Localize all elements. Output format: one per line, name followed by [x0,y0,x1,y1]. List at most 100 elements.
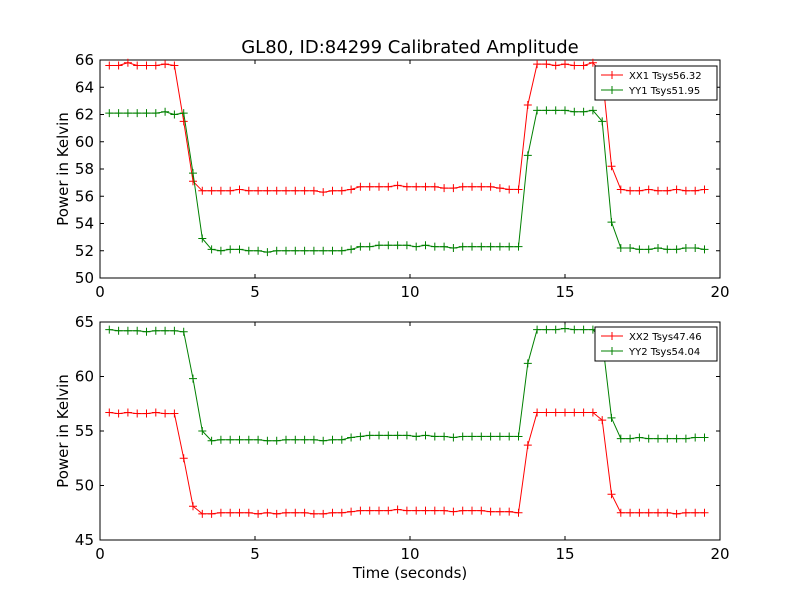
data-point [598,117,607,126]
data-point [263,186,272,195]
data-point [579,107,588,116]
data-point [189,177,197,186]
data-point [681,508,690,517]
data-point [616,508,625,517]
data-point [644,245,653,254]
y-tick-label: 54 [75,215,94,233]
data-point [607,162,616,171]
data-point [672,509,681,518]
x-tick-label: 0 [95,283,105,301]
data-point [402,431,411,440]
x-tick-label: 20 [710,283,729,301]
data-point [616,185,625,194]
data-point [430,432,439,441]
data-point [300,435,309,444]
data-point [142,61,151,70]
y-axis-label: Power in Kelvin [54,112,72,226]
data-point [672,245,681,254]
data-point [449,244,458,253]
data-point [179,454,188,463]
data-point [170,110,179,119]
data-point [523,100,532,109]
data-point [179,117,188,126]
data-point [458,242,467,251]
data-point [114,326,123,335]
data-point [412,432,421,441]
x-tick-label: 10 [400,283,419,301]
data-point [654,508,662,517]
data-point [440,506,449,515]
y-tick-label: 45 [75,531,94,549]
data-point [430,242,439,251]
data-point [505,242,514,251]
data-point [161,60,170,69]
data-point [375,182,383,191]
data-point [635,245,644,254]
data-point [254,509,263,518]
y-tick-label: 56 [75,187,94,205]
data-point [616,244,625,253]
data-point [523,359,532,368]
data-point [616,434,625,443]
data-point [133,326,142,335]
data-point [635,433,644,442]
data-point [282,435,290,444]
data-point [207,509,216,518]
legend-entry: YY1 Tsys51.95 [628,86,700,97]
data-point [588,408,597,417]
data-point [300,186,309,195]
data-point [105,109,114,118]
data-point [700,508,709,517]
data-point [365,242,374,251]
data-point [626,508,635,517]
data-point [654,434,662,443]
data-point [635,508,644,517]
data-point [123,109,132,118]
data-point [635,186,644,195]
x-tick-label: 0 [95,545,105,563]
data-point [458,432,467,441]
y-tick-label: 60 [75,368,94,386]
data-point [244,246,253,255]
data-point [421,182,430,191]
data-point [514,185,523,194]
data-point [226,186,235,195]
data-point [505,432,514,441]
data-point [626,244,635,253]
data-point [384,431,393,440]
data-point [672,434,681,443]
data-point [654,244,662,253]
data-point [644,185,653,194]
data-point [561,106,569,115]
data-point [347,245,356,254]
data-point [691,186,700,195]
data-point [189,502,197,511]
data-point [235,508,244,517]
data-point [198,186,207,195]
data-point [309,246,318,255]
data-point [495,242,504,251]
data-point [533,408,542,417]
data-point [570,408,579,417]
data-point [291,435,300,444]
data-point [105,325,114,334]
data-point [607,490,616,499]
data-point [514,242,523,251]
legend [594,326,718,362]
data-point [681,434,690,443]
data-point [700,245,709,254]
data-point [514,508,523,517]
data-point [123,408,132,417]
data-point [533,106,542,115]
data-point [570,325,579,334]
data-point [356,506,365,515]
data-point [412,506,421,515]
data-point [142,327,151,336]
data-point [542,106,551,115]
data-point [607,413,616,422]
data-point [300,246,309,255]
legend-marker [608,347,616,355]
data-point [468,432,476,441]
y-tick-label: 50 [75,269,94,287]
data-point [449,433,458,442]
